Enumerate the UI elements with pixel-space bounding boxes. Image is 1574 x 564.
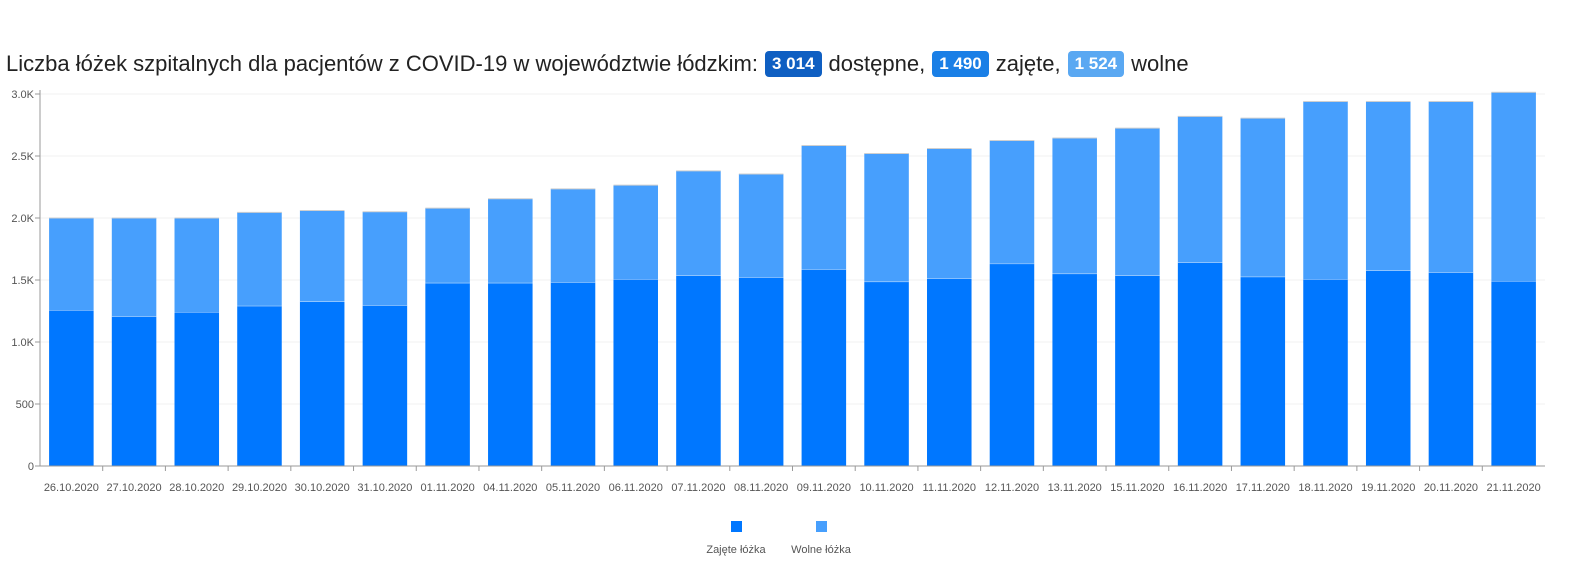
x-tick-label: 21.11.2020	[1487, 482, 1541, 494]
bar-occupied	[801, 269, 847, 466]
bar-occupied	[989, 263, 1035, 466]
y-tick-label: 1.0K	[11, 337, 34, 349]
bar-free	[550, 188, 596, 283]
bar-occupied	[1240, 276, 1286, 466]
bar-occupied	[550, 282, 596, 466]
bar-free	[488, 198, 533, 284]
bar-free	[111, 218, 157, 317]
x-tick-label: 16.11.2020	[1173, 482, 1227, 494]
occupied-label: zajęte,	[995, 51, 1061, 76]
y-tick-label: 2.0K	[11, 213, 34, 225]
bar-occupied	[488, 283, 533, 466]
bar-free	[738, 173, 784, 278]
free-label: wolne	[1131, 51, 1189, 76]
x-tick-label: 15.11.2020	[1110, 482, 1164, 494]
bar-free	[299, 210, 345, 302]
bar-free	[425, 208, 470, 284]
bar-occupied	[1365, 270, 1411, 466]
x-tick-label: 27.10.2020	[107, 482, 162, 494]
bar-free	[801, 145, 847, 270]
bar-occupied	[49, 310, 94, 466]
available-count-badge: 3 014	[765, 51, 822, 77]
bar-free	[49, 218, 94, 311]
x-tick-label: 26.10.2020	[44, 482, 99, 494]
x-tick-label: 29.10.2020	[232, 482, 287, 494]
x-tick-label: 12.11.2020	[985, 482, 1039, 494]
x-tick-label: 19.11.2020	[1361, 482, 1415, 494]
x-tick-label: 13.11.2020	[1048, 482, 1102, 494]
bar-free	[864, 153, 909, 282]
bar-free	[989, 140, 1035, 264]
bar-occupied	[613, 279, 658, 466]
x-tick-label: 04.11.2020	[483, 482, 537, 494]
legend-occupied-label[interactable]: Zajęte łóżka	[706, 544, 766, 556]
bar-occupied	[1491, 281, 1536, 466]
bar-free	[1303, 101, 1348, 280]
title-prefix: Liczba łóżek szpitalnych dla pacjentów z…	[6, 51, 758, 76]
bar-free	[927, 148, 972, 279]
bar-free	[676, 170, 721, 276]
bar-occupied	[174, 312, 220, 466]
bar-free	[613, 185, 658, 280]
y-tick-label: 1.5K	[11, 275, 34, 287]
bar-occupied	[1177, 262, 1223, 466]
bar-free	[237, 212, 282, 307]
bar-occupied	[1052, 273, 1097, 466]
x-tick-label: 01.11.2020	[420, 482, 474, 494]
bar-occupied	[237, 306, 282, 466]
x-tick-label: 20.11.2020	[1424, 482, 1478, 494]
y-tick-label: 500	[16, 399, 34, 411]
x-tick-label: 10.11.2020	[859, 482, 913, 494]
bar-free	[1365, 101, 1411, 271]
bar-occupied	[299, 301, 345, 466]
legend-occupied-swatch[interactable]	[731, 521, 742, 532]
legend-free-label[interactable]: Wolne łóżka	[791, 544, 852, 556]
bar-occupied	[864, 281, 909, 466]
bar-free	[1240, 118, 1286, 277]
bar-free	[174, 218, 220, 313]
bar-free	[1428, 101, 1474, 273]
free-count-badge: 1 524	[1067, 51, 1125, 77]
bar-free	[362, 211, 408, 306]
y-tick-label: 3.0K	[11, 89, 34, 101]
bar-occupied	[111, 316, 157, 466]
bar-occupied	[362, 305, 408, 466]
bar-occupied	[425, 283, 470, 466]
legend-free-swatch[interactable]	[816, 521, 827, 532]
x-tick-label: 30.10.2020	[295, 482, 350, 494]
bar-free	[1115, 128, 1160, 276]
bar-free	[1177, 116, 1223, 263]
bar-occupied	[927, 278, 972, 466]
x-tick-label: 17.11.2020	[1236, 482, 1290, 494]
x-tick-label: 28.10.2020	[169, 482, 224, 494]
x-tick-label: 07.11.2020	[671, 482, 725, 494]
bar-occupied	[1303, 279, 1348, 466]
x-tick-label: 06.11.2020	[609, 482, 663, 494]
available-label: dostępne,	[828, 51, 926, 76]
bar-free	[1491, 92, 1536, 282]
chart-title: Liczba łóżek szpitalnych dla pacjentów z…	[6, 47, 1189, 81]
x-tick-label: 31.10.2020	[357, 482, 412, 494]
x-tick-label: 08.11.2020	[734, 482, 788, 494]
bar-free	[1052, 138, 1097, 274]
bar-occupied	[1115, 275, 1160, 466]
x-tick-label: 05.11.2020	[546, 482, 600, 494]
x-tick-label: 11.11.2020	[923, 482, 976, 494]
x-tick-label: 09.11.2020	[797, 482, 851, 494]
x-tick-label: 18.11.2020	[1298, 482, 1352, 494]
bar-occupied	[676, 275, 721, 466]
bar-occupied	[738, 277, 784, 466]
y-tick-label: 2.5K	[11, 151, 34, 163]
y-tick-label: 0	[28, 461, 34, 473]
occupied-count-badge: 1 490	[932, 51, 989, 77]
bar-occupied	[1428, 272, 1474, 466]
